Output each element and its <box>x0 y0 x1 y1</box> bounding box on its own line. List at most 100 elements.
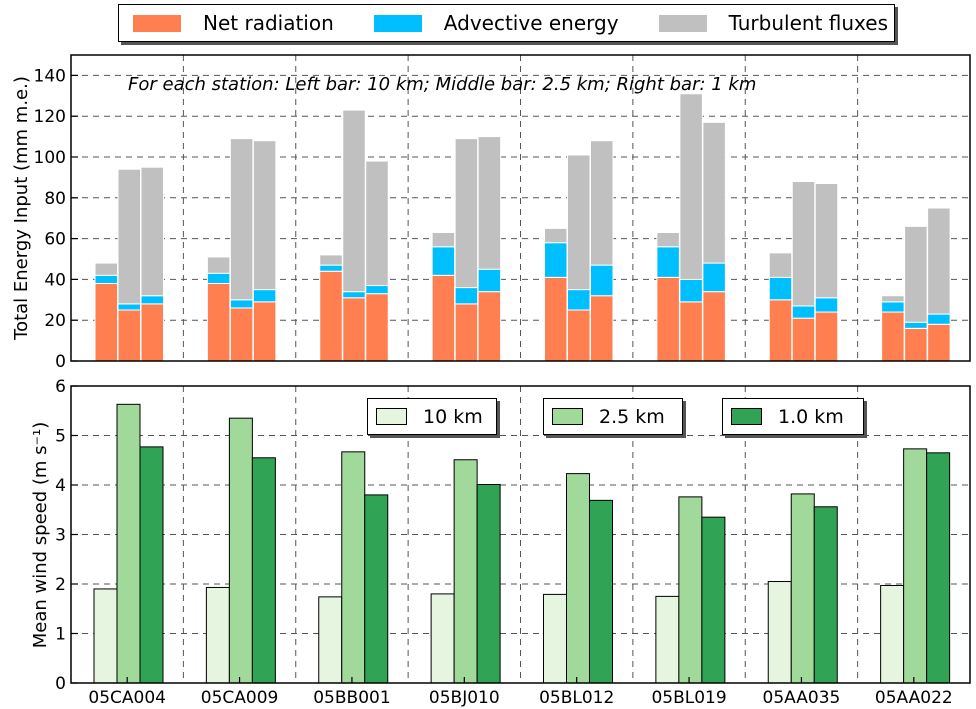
wind-bar-05bl019-10-km <box>655 595 680 684</box>
energy-bar-05aa035-10-km-net-radiation <box>768 299 793 362</box>
energy-note: For each station: Left bar: 10 km; Middl… <box>128 74 756 95</box>
wind-tick-label-1: 1 <box>55 625 66 645</box>
legend-advective-energy: Advective energy <box>373 11 619 35</box>
x-tick-label-05ca004: 05CA004 <box>88 688 166 708</box>
wind-y-ticks: 0 1 2 3 4 5 6 <box>55 377 78 694</box>
wind-bar-05ca004-10-km <box>93 588 118 684</box>
energy-bar-05aa035-2-5-km-turbulent-fluxes <box>791 180 816 307</box>
wind-bar-05bj010-1-0-km <box>476 484 501 684</box>
energy-bar-05bb001-10-km-advective-energy <box>319 264 343 272</box>
energy-bar-05bb001-2-5-km-net-radiation <box>342 297 366 362</box>
wind-bar-05aa035-1-0-km <box>813 506 838 684</box>
energy-bar-05bl019-1-km-turbulent-fluxes <box>702 121 726 264</box>
energy-bar-05aa022-1-km-net-radiation <box>927 323 951 362</box>
wind-bar-05aa022-1-0-km <box>926 452 951 684</box>
energy-bar-05bl019-1-km-advective-energy <box>702 262 726 293</box>
energy-bar-05ca009-2-5-km-turbulent-fluxes <box>229 138 254 301</box>
energy-bar-05bj010-1-km-net-radiation <box>477 291 502 362</box>
station-x-ticks: 05CA004 05CA009 05BB001 05BJ010 05BL012 05BL0… <box>88 677 953 708</box>
wind-tick-label-5: 5 <box>55 427 66 447</box>
wind-bar-05bb001-2-5-km <box>341 451 366 684</box>
energy-bar-05bb001-2-5-km-advective-energy <box>342 291 366 299</box>
wind-bar-05ca004-2-5-km <box>116 403 141 684</box>
energy-bar-05aa022-10-km-net-radiation <box>881 311 905 362</box>
energy-bar-05aa035-1-km-turbulent-fluxes <box>814 183 839 299</box>
energy-bar-05ca004-1-km-turbulent-fluxes <box>140 166 164 297</box>
energy-bar-05bl019-10-km-turbulent-fluxes <box>656 231 680 248</box>
energy-bar-05bl019-10-km-advective-energy <box>656 246 680 278</box>
energy-bar-05aa022-10-km-advective-energy <box>881 301 905 313</box>
energy-bar-05ca009-1-km-net-radiation <box>252 301 277 362</box>
energy-bar-05ca004-10-km-turbulent-fluxes <box>94 262 118 276</box>
wind-bar-05bl019-1-0-km <box>701 516 726 684</box>
wind-bar-05bb001-10-km <box>318 596 343 684</box>
energy-bar-05ca009-10-km-net-radiation <box>206 282 231 362</box>
energy-bar-05bb001-10-km-net-radiation <box>319 270 343 362</box>
energy-bar-05bl012-10-km-net-radiation <box>544 276 568 362</box>
x-tick-label-05bb001: 05BB001 <box>313 688 390 708</box>
energy-bar-05aa022-1-km-turbulent-fluxes <box>927 207 951 315</box>
wind-bar-05ca009-1-0-km <box>251 457 276 684</box>
energy-bar-05bl019-10-km-net-radiation <box>656 276 680 362</box>
energy-bar-05ca009-1-km-turbulent-fluxes <box>252 140 277 291</box>
legend-1-0km: 1.0 km <box>722 398 864 435</box>
legend-advective-energy-label: Advective energy <box>443 11 619 35</box>
energy-bar-05ca004-2-5-km-advective-energy <box>117 303 141 311</box>
wind-bar-05aa035-10-km <box>767 581 792 684</box>
energy-bar-05aa035-10-km-turbulent-fluxes <box>768 252 793 278</box>
energy-bar-05aa035-1-km-advective-energy <box>814 297 839 313</box>
energy-bar-05aa035-2-5-km-net-radiation <box>791 317 816 362</box>
energy-bar-05ca009-2-5-km-net-radiation <box>229 307 254 362</box>
energy-y-axis-label: Total Energy Input (mm m.e.) <box>11 76 32 341</box>
energy-bar-05ca009-10-km-advective-energy <box>206 272 231 284</box>
wind-bar-05bl012-2-5-km <box>566 473 590 684</box>
energy-bar-05bl012-1-km-net-radiation <box>590 295 614 362</box>
energy-bar-05bl019-2-5-km-advective-energy <box>679 278 703 303</box>
energy-bar-05aa022-2-5-km-turbulent-fluxes <box>904 225 928 323</box>
energy-bar-05bl012-10-km-advective-energy <box>544 242 568 278</box>
turbulent-fluxes-swatch <box>658 14 707 32</box>
energy-bar-05bb001-1-km-turbulent-fluxes <box>365 160 389 287</box>
legend-10km-label: 10 km <box>423 405 483 428</box>
energy-tick-label-20: 20 <box>44 311 66 331</box>
energy-bar-05bj010-10-km-turbulent-fluxes <box>431 231 456 248</box>
energy-bar-05ca004-10-km-net-radiation <box>94 282 118 362</box>
energy-bar-05bb001-1-km-advective-energy <box>365 285 389 295</box>
energy-bar-05bj010-2-5-km-net-radiation <box>454 303 479 362</box>
x-tick-label-05aa022: 05AA022 <box>875 688 953 708</box>
energy-bar-05bj010-2-5-km-advective-energy <box>454 287 479 305</box>
energy-tick-label-140: 140 <box>34 66 66 86</box>
x-tick-label-05aa035: 05AA035 <box>763 688 841 708</box>
wind-bar-05bl012-1-0-km <box>589 499 613 684</box>
energy-bar-05ca009-10-km-turbulent-fluxes <box>206 256 231 274</box>
wind-y-axis-label: Mean wind speed (m s⁻¹) <box>30 422 51 649</box>
energy-bar-05bj010-1-km-advective-energy <box>477 268 502 293</box>
wind-bar-05aa022-2-5-km <box>903 448 928 684</box>
wind-bar-05bj010-2-5-km <box>453 459 478 684</box>
energy-tick-label-60: 60 <box>44 230 66 250</box>
energy-plot-frame <box>70 54 971 362</box>
wind-bar-05aa022-10-km <box>880 584 905 684</box>
energy-tick-label-80: 80 <box>44 189 66 209</box>
energy-tick-label-40: 40 <box>44 270 66 290</box>
energy-tick-label-120: 120 <box>34 107 66 127</box>
energy-tick-label-100: 100 <box>34 148 66 168</box>
wind-tick-label-2: 2 <box>55 575 66 595</box>
legend-10km-swatch <box>376 408 407 425</box>
wind-bar-05bl012-10-km <box>543 593 567 684</box>
energy-bar-05ca009-2-5-km-advective-energy <box>229 299 254 309</box>
x-tick-label-05bj010: 05BJ010 <box>429 688 500 708</box>
legend-turbulent-fluxes-label: Turbulent fluxes <box>728 11 888 35</box>
energy-bar-05bj010-10-km-net-radiation <box>431 274 456 362</box>
energy-bar-05ca009-1-km-advective-energy <box>252 289 277 303</box>
net-radiation-swatch <box>133 14 181 32</box>
energy-bar-05bb001-10-km-turbulent-fluxes <box>319 254 343 266</box>
energy-bar-05aa022-2-5-km-net-radiation <box>904 327 928 362</box>
energy-bar-05bl012-2-5-km-turbulent-fluxes <box>567 154 591 291</box>
energy-bar-05bj010-2-5-km-turbulent-fluxes <box>454 138 479 289</box>
energy-bar-05bl012-2-5-km-net-radiation <box>567 309 591 362</box>
energy-bar-05aa035-10-km-advective-energy <box>768 276 793 301</box>
energy-bar-05bl019-2-5-km-net-radiation <box>679 301 703 362</box>
energy-bar-05bl012-1-km-turbulent-fluxes <box>590 140 614 266</box>
